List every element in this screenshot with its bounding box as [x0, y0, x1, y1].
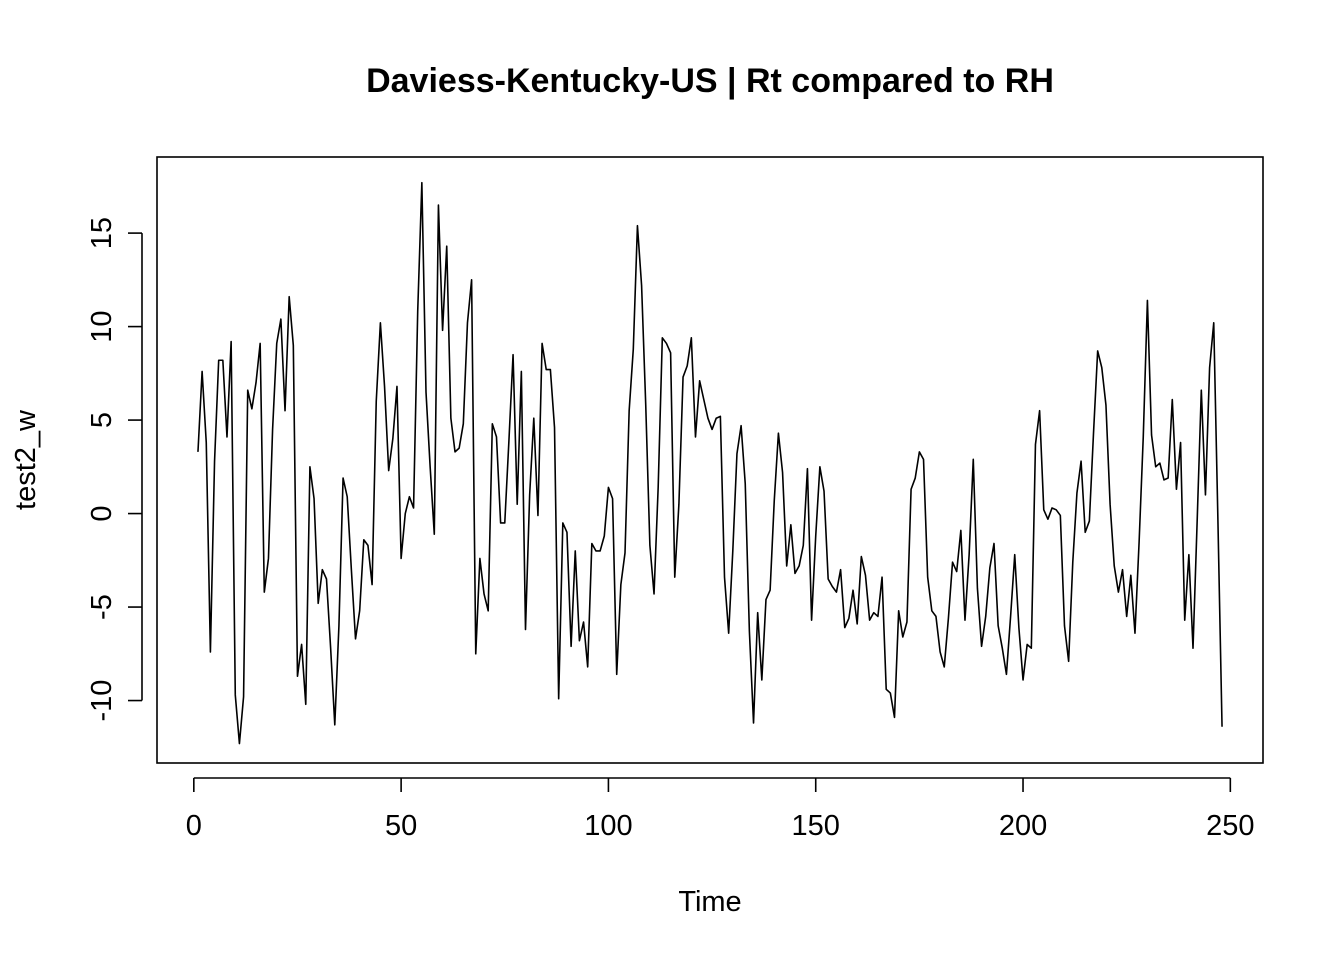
y-tick-label: -10 [86, 680, 118, 722]
x-tick-label: 150 [792, 810, 840, 842]
y-tick-label: 15 [86, 217, 118, 249]
chart-title: Daviess-Kentucky-US | Rt compared to RH [366, 62, 1054, 100]
y-axis-label: test2_w [10, 409, 42, 510]
x-tick-label: 200 [999, 810, 1047, 842]
plot-frame [156, 156, 1264, 764]
y-axis: -10 -5 0 5 10 15 [86, 217, 143, 722]
x-axis: 0 50 100 150 200 250 [186, 777, 1255, 842]
x-axis-label: Time [678, 886, 741, 918]
x-tick-label: 250 [1206, 810, 1254, 842]
y-tick-label: -5 [86, 594, 118, 620]
x-tick-label: 100 [584, 810, 632, 842]
x-tick-label: 0 [186, 810, 202, 842]
y-tick-label: 0 [86, 505, 118, 521]
y-tick-label: 5 [86, 412, 118, 428]
series-line-test2_w [197, 181, 1223, 745]
y-tick-label: 10 [86, 310, 118, 342]
x-tick-label: 50 [385, 810, 417, 842]
